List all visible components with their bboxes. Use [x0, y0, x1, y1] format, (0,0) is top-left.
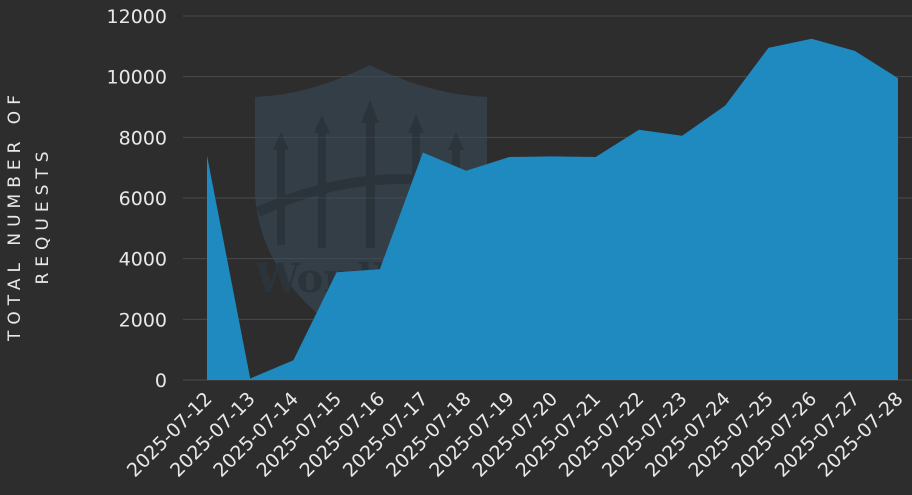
- y-tick-label: 10000: [107, 67, 167, 89]
- y-tick-label: 2000: [119, 309, 167, 331]
- y-tick-label: 12000: [107, 6, 167, 28]
- y-tick-label: 6000: [119, 188, 167, 210]
- x-tick-labels: 2025-07-122025-07-132025-07-142025-07-15…: [123, 388, 908, 482]
- y-tick-label: 8000: [119, 127, 167, 149]
- y-axis-title-line: TOTAL NUMBER OF: [5, 89, 25, 342]
- y-tick-label: 0: [155, 370, 167, 392]
- y-axis-title-line: REQUESTS: [33, 145, 53, 284]
- y-tick-labels: 0 2000 4000 6000 8000 10000 12000: [107, 6, 167, 392]
- y-tick-label: 4000: [119, 249, 167, 271]
- series-area: [207, 38, 898, 381]
- y-axis-title: TOTAL NUMBER OF REQUESTS: [5, 89, 53, 342]
